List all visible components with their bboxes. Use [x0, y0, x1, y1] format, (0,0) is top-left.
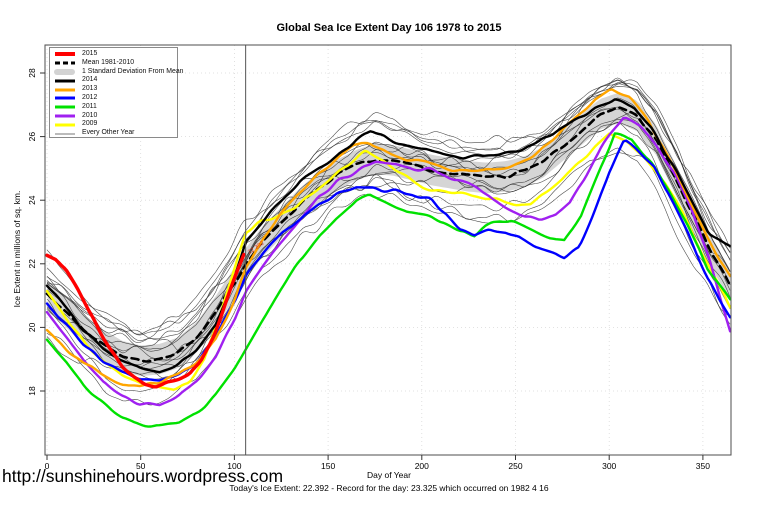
legend-item: 2014 — [53, 76, 177, 85]
legend-item: Every Other Year — [53, 129, 177, 138]
legend-label: Every Other Year — [82, 129, 135, 137]
legend-label: 1 Standard Deviation From Mean — [82, 67, 184, 75]
source-url: http://sunshinehours.wordpress.com — [2, 466, 284, 486]
legend-item: 2011 — [53, 103, 177, 112]
series-2013 — [45, 88, 731, 388]
legend-swatch-icon — [55, 96, 75, 100]
legend-swatch-icon — [55, 133, 75, 135]
legend-swatch-icon — [55, 52, 75, 57]
legend: 2015 Mean 1981-2010 1 Standard Deviation F… — [49, 47, 184, 138]
legend-item: Mean 1981-2010 — [53, 59, 177, 68]
series-2009 — [45, 132, 731, 391]
series-2014 — [45, 98, 731, 374]
legend-swatch-icon — [55, 123, 75, 127]
series-2011 — [45, 132, 731, 428]
legend-item: 2010 — [53, 112, 177, 121]
legend-label: Mean 1981-2010 — [82, 58, 135, 66]
legend-label: 2010 — [82, 111, 98, 119]
svg-text:50: 50 — [136, 461, 146, 471]
series-2010 — [45, 116, 731, 407]
svg-text:24: 24 — [27, 195, 37, 205]
svg-text:18: 18 — [27, 386, 37, 396]
legend-swatch-icon — [55, 88, 75, 92]
y-axis-label: Ice Extent in millions of sq. km. — [12, 190, 22, 308]
svg-text:20: 20 — [27, 322, 37, 332]
series-2015 — [45, 252, 246, 389]
legend-label: 2014 — [82, 76, 98, 84]
every-other-year-lines — [46, 77, 731, 406]
legend-label: 2011 — [82, 102, 97, 110]
legend-swatch-icon — [54, 68, 75, 75]
legend-item: 2013 — [53, 85, 177, 94]
legend-item: 2015 — [53, 50, 177, 59]
legend-label: 2009 — [82, 120, 98, 128]
legend-item: 2009 — [53, 120, 177, 129]
svg-text:22: 22 — [27, 259, 37, 269]
legend-label: 2012 — [82, 93, 98, 101]
svg-text:100: 100 — [227, 461, 241, 471]
svg-text:250: 250 — [508, 461, 522, 471]
legend-label: 2015 — [82, 50, 98, 57]
plot-border — [44, 44, 732, 456]
legend-item: 1 Standard Deviation From Mean — [53, 68, 184, 77]
legend-swatch-icon — [55, 105, 75, 109]
axes: 0 50 100 150 200 250 300 350 18 20 22 24 26 28 — [27, 68, 710, 471]
legend-swatch-icon — [55, 61, 75, 65]
footer-caption: Today's Ice Extent: 22.392 - Record for … — [229, 483, 549, 493]
legend-swatch-icon — [55, 114, 75, 118]
svg-text:150: 150 — [321, 461, 335, 471]
svg-text:0: 0 — [45, 461, 50, 471]
svg-text:28: 28 — [27, 68, 37, 78]
svg-text:26: 26 — [27, 132, 37, 142]
svg-text:350: 350 — [696, 461, 710, 471]
legend-swatch-icon — [55, 79, 75, 83]
series-mean-1981-2010 — [45, 106, 731, 363]
chart-title: Global Sea Ice Extent Day 106 1978 to 20… — [276, 22, 502, 34]
svg-text:300: 300 — [602, 461, 616, 471]
legend-item: 2012 — [53, 94, 177, 103]
series-2012 — [45, 139, 731, 382]
svg-text:200: 200 — [415, 461, 429, 471]
legend-label: 2013 — [82, 85, 98, 93]
x-axis-label: Day of Year — [367, 470, 411, 480]
